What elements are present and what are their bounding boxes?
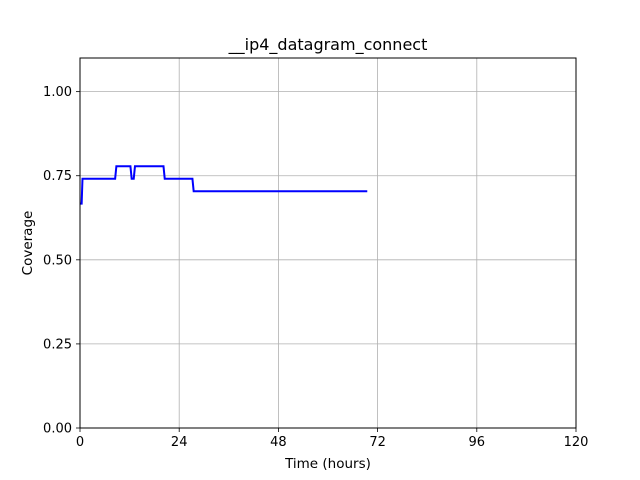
- y-tick-label: 0.50: [43, 253, 72, 268]
- x-tick-label: 24: [171, 435, 188, 450]
- series-line-coverage: [80, 165, 368, 205]
- x-axis-label: Time (hours): [284, 456, 371, 472]
- y-tick-label: 0.75: [43, 169, 72, 184]
- y-tick-label: 1.00: [43, 85, 72, 100]
- x-tick-label: 72: [369, 435, 386, 450]
- x-tick-label: 96: [469, 435, 486, 450]
- plot-frame: [79, 57, 577, 429]
- chart-title: __ip4_datagram_connect: [228, 35, 428, 55]
- x-tick-label: 48: [270, 435, 287, 450]
- y-axis: 0.00 0.25 0.50 0.75 1.00: [43, 85, 80, 437]
- x-axis: 0 24 48 72 96 120: [76, 428, 589, 450]
- x-tick-label: 0: [76, 435, 84, 450]
- y-axis-label: Coverage: [20, 211, 36, 276]
- x-tick-label: 120: [564, 435, 589, 450]
- series-layer: [80, 165, 368, 205]
- y-tick-label: 0.00: [43, 422, 72, 437]
- y-tick-label: 0.25: [43, 337, 72, 352]
